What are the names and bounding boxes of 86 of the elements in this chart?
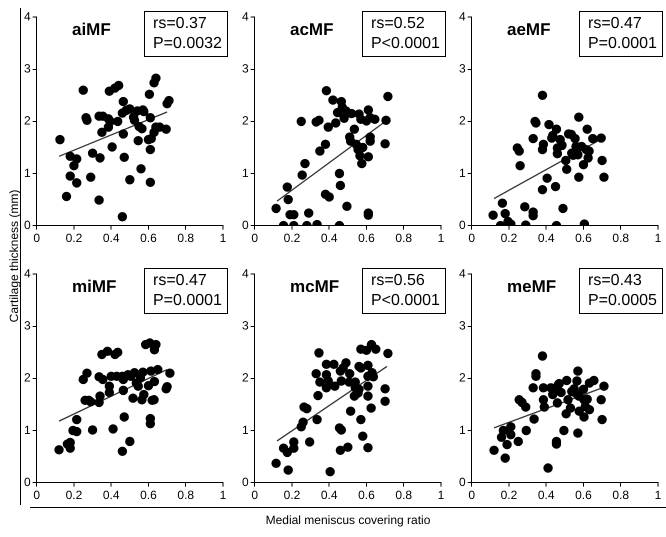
x-tick-label: 0 [251, 488, 258, 502]
x-tick-label: 0.6 [575, 231, 592, 246]
y-tick-label: 3 [458, 318, 466, 333]
x-tick-label: 0 [33, 488, 40, 502]
y-tick-label: 3 [242, 318, 249, 333]
annotation: P=0.0001 [588, 34, 658, 54]
x-tick-label: 0 [468, 231, 476, 246]
y-tick-label: 0 [24, 474, 31, 489]
x-tick-label: 0.2 [66, 488, 83, 502]
y-tick-label: 4 [24, 10, 31, 24]
x-tick-label: 0.4 [102, 231, 120, 246]
y-tick-label: 3 [24, 62, 31, 76]
y-tick-label: 2 [242, 370, 249, 385]
annotation: P<0.0001 [371, 34, 441, 54]
x-axis-title: Medial meniscus covering ratio [30, 507, 666, 527]
annotation: rs=0.56 [371, 271, 426, 291]
y-tick-label: 2 [24, 370, 31, 385]
chart-title: aeMF [507, 20, 550, 40]
y-tick-label: 1 [458, 166, 466, 180]
y-tick-label: 0 [242, 218, 249, 232]
annotation: rs=0.52 [371, 14, 426, 34]
x-tick-label: 1 [438, 488, 445, 502]
y-tick-label: 3 [458, 62, 466, 76]
x-tick-label: 0.6 [140, 231, 158, 246]
y-tick-label: 4 [242, 266, 249, 281]
y-tick-label: 1 [242, 422, 249, 437]
y-tick-label: 4 [24, 266, 31, 281]
x-tick-label: 0.4 [320, 488, 338, 502]
y-tick-label: 1 [242, 166, 249, 180]
annotation: rs=0.47 [588, 14, 643, 34]
annotation: P=0.0032 [153, 34, 223, 54]
x-tick-label: 0.4 [320, 231, 338, 246]
y-tick-label: 4 [458, 10, 466, 24]
x-tick-label: 0.6 [140, 488, 158, 502]
x-tick-label: 0.8 [612, 231, 630, 246]
x-tick-label: 1 [654, 488, 662, 502]
annotation: rs=0.43 [588, 271, 643, 291]
annotation: rs=0.37 [153, 14, 208, 34]
y-tick-label: 0 [24, 218, 31, 232]
x-tick-label: 0 [33, 231, 40, 246]
y-tick-label: 4 [458, 266, 466, 281]
y-tick-label: 1 [24, 422, 31, 437]
x-tick-label: 0.8 [177, 488, 194, 502]
x-tick-label: 0.4 [538, 231, 555, 246]
y-tick-label: 4 [242, 10, 249, 24]
y-tick-label: 3 [242, 62, 249, 76]
x-tick-label: 0.8 [612, 488, 630, 502]
x-tick-label: 1 [220, 488, 227, 502]
chart-title: mcMF [290, 277, 340, 297]
annotation: P=0.0005 [588, 291, 658, 311]
y-tick-label: 0 [458, 218, 466, 232]
y-tick-label: 2 [458, 114, 466, 128]
x-tick-label: 0.2 [500, 488, 518, 502]
annotation: P<0.0001 [371, 291, 441, 311]
x-tick-label: 0.6 [358, 231, 376, 246]
annotation: rs=0.47 [153, 271, 208, 291]
x-tick-label: 0.2 [284, 488, 301, 502]
x-tick-label: 1 [438, 231, 445, 246]
annotation: P=0.0001 [153, 291, 223, 311]
y-tick-label: 0 [458, 474, 466, 489]
chart-title: miMF [72, 277, 116, 297]
x-tick-label: 0 [468, 488, 476, 502]
x-tick-label: 0.4 [102, 488, 120, 502]
y-tick-label: 1 [458, 422, 466, 437]
x-tick-label: 0.8 [395, 231, 412, 246]
y-tick-label: 3 [24, 318, 31, 333]
chart-title: meMF [507, 277, 556, 297]
x-tick-label: 0.4 [538, 488, 555, 502]
x-tick-label: 0.6 [575, 488, 592, 502]
x-tick-label: 1 [220, 231, 227, 246]
chart-title: aiMF [72, 20, 111, 40]
y-tick-label: 2 [24, 114, 31, 128]
x-tick-label: 1 [654, 231, 662, 246]
x-tick-label: 0.6 [358, 488, 376, 502]
y-tick-label: 0 [242, 474, 249, 489]
y-tick-label: 1 [24, 166, 31, 180]
x-tick-label: 0 [251, 231, 258, 246]
y-axis-title: Cartilage thickness (mm) [7, 190, 21, 322]
y-tick-label: 2 [458, 370, 466, 385]
y-tick-label: 2 [242, 114, 249, 128]
x-tick-label: 0.8 [177, 231, 194, 246]
x-tick-label: 0.8 [395, 488, 412, 502]
x-tick-label: 0.2 [284, 231, 301, 246]
x-tick-label: 0.2 [66, 231, 83, 246]
x-tick-label: 0.2 [500, 231, 518, 246]
chart-title: acMF [290, 20, 334, 40]
